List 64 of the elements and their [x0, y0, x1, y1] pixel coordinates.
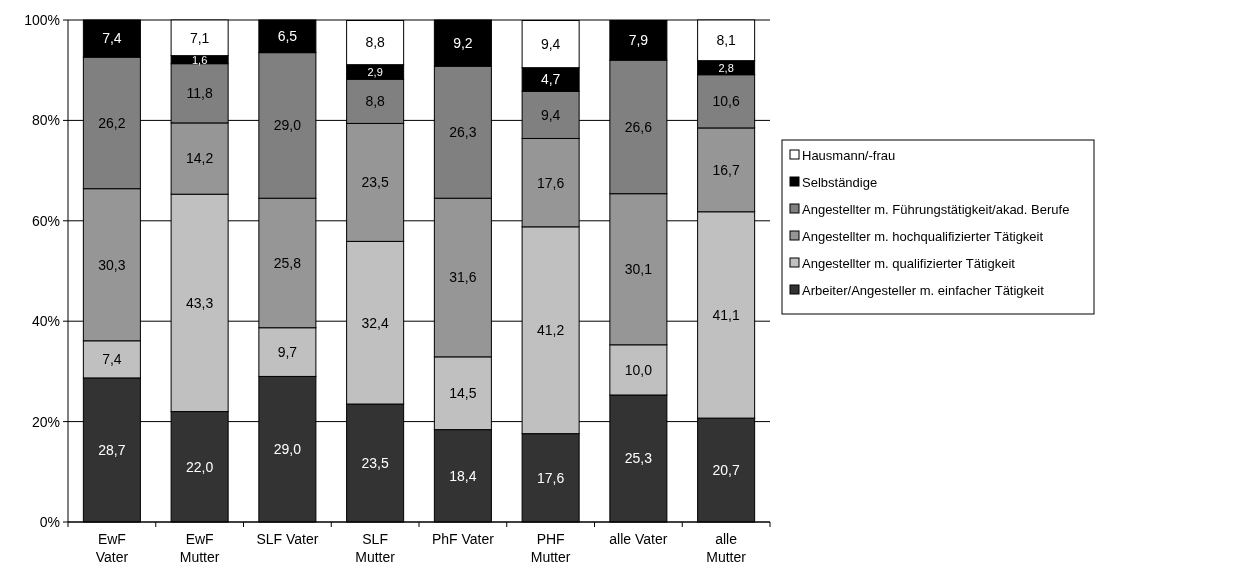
data-label: 2,8 [718, 61, 734, 74]
legend-label: Selbständige [802, 174, 878, 190]
legend-label: Angestellter m. Führungstätigkeit/akad. Berufe [802, 201, 1070, 217]
data-label: 9,4 [540, 106, 561, 123]
legend-label: Arbeiter/Angesteller m. einfacher Tätigkeit [802, 282, 1045, 298]
data-label: 7,4 [102, 351, 122, 368]
data-label: 26,6 [624, 118, 653, 135]
y-tick-label: 60% [31, 212, 60, 229]
data-label: 9,4 [540, 36, 561, 52]
x-tick-label: SLF Vater [256, 531, 319, 547]
data-label: 7,4 [102, 30, 122, 47]
legend-label: Angestellter m. qualifizierter Tätigkeit [802, 255, 1016, 271]
data-label: 17,6 [537, 174, 565, 191]
data-label: 7,1 [189, 29, 210, 46]
data-label: 41,1 [712, 306, 740, 323]
data-label: 25,8 [273, 254, 302, 271]
data-label: 26,2 [98, 114, 126, 131]
data-label: 6,5 [277, 28, 298, 45]
data-label: 29,0 [273, 117, 302, 134]
data-label: 41,2 [537, 322, 565, 339]
data-label: 10,6 [712, 93, 740, 110]
data-label: 16,7 [712, 161, 740, 178]
data-label: 7,9 [628, 32, 649, 49]
data-label: 8,1 [716, 32, 737, 49]
data-label: 2,9 [367, 65, 383, 78]
x-tick-label: EwF Mutter [179, 531, 220, 565]
data-label: 8,8 [365, 93, 386, 110]
y-tick-label: 80% [31, 112, 60, 129]
data-label: 26,3 [449, 124, 477, 141]
data-label: 23,5 [361, 454, 389, 471]
data-label: 20,7 [712, 461, 740, 478]
data-label: 14,2 [186, 150, 214, 167]
data-label: 22,0 [186, 458, 214, 475]
x-tick-label: SLF Mutter [355, 531, 396, 565]
y-tick-label: 20% [31, 413, 60, 430]
data-label: 8,8 [365, 34, 386, 51]
data-label: 1,6 [191, 53, 208, 66]
y-tick-label: 40% [31, 313, 60, 330]
data-label: 43,3 [186, 294, 214, 311]
x-tick-label: PHF Mutter [530, 531, 571, 565]
x-tick-label: EwF Vater [95, 531, 129, 565]
data-label: 30,3 [98, 256, 126, 273]
data-label: 31,6 [449, 269, 477, 286]
data-label: 23,5 [361, 174, 389, 191]
data-label: 9,2 [453, 34, 473, 51]
data-label: 11,8 [186, 85, 213, 102]
data-label: 29,0 [273, 441, 302, 458]
data-label: 9,7 [277, 343, 298, 360]
data-label: 18,4 [449, 467, 477, 484]
data-label: 4,7 [540, 71, 561, 88]
legend-label: Angestellter m. hochqualifizierter Tätigkeit [802, 228, 1044, 244]
legend-label: Hausmann/-frau [802, 147, 896, 163]
x-tick-label: PhF Vater [431, 531, 495, 547]
data-label: 14,5 [449, 385, 477, 402]
y-tick-label: 100% [24, 11, 60, 28]
data-label: 32,4 [361, 314, 389, 331]
x-tick-label: alle Mutter [706, 531, 747, 565]
data-label: 25,3 [624, 450, 653, 467]
data-label: 30,1 [624, 261, 653, 278]
x-tick-label: alle Vater [609, 531, 668, 547]
data-label: 10,0 [624, 361, 653, 378]
data-label: 28,7 [98, 441, 126, 458]
y-tick-label: 0% [39, 513, 60, 530]
data-label: 17,6 [537, 469, 565, 486]
